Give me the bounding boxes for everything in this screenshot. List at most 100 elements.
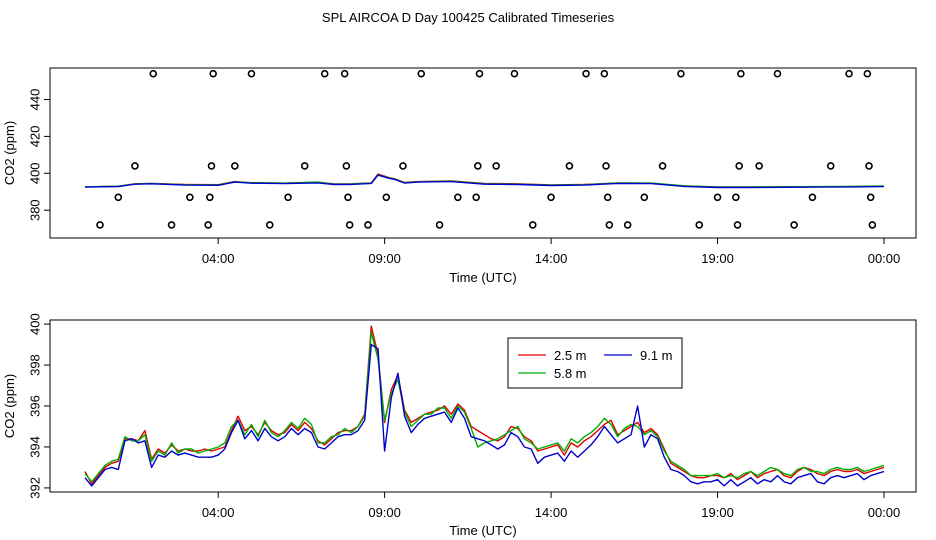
top-scatter-point	[600, 69, 609, 78]
legend: 2.5 m 5.8 m 9.1 m	[507, 337, 683, 389]
top-y-tick-label: 440	[27, 89, 42, 111]
top-scatter-point	[582, 69, 590, 78]
top-scatter-point	[472, 193, 480, 202]
top-scatter-point	[320, 69, 329, 78]
top-scatter-point	[399, 162, 407, 170]
top-x-tick-label: 00:00	[868, 251, 901, 266]
top-scatter-point	[790, 221, 798, 229]
top-y-tick-label: 420	[27, 126, 42, 148]
top-scatter-point	[364, 221, 372, 229]
top-scatter-point	[866, 193, 875, 202]
top-scatter-point	[284, 193, 292, 202]
top-scatter-point	[417, 69, 426, 78]
top-plot-frame	[49, 67, 917, 239]
bottom-series-group	[84, 325, 885, 487]
top-y-tick-label: 380	[27, 199, 42, 221]
top-scatter-point	[474, 162, 482, 170]
top-scatter-point	[863, 69, 872, 78]
legend-box	[507, 337, 683, 389]
top-scatter-point	[658, 162, 667, 170]
top-scatter-point	[773, 69, 782, 78]
top-scatter-point	[605, 221, 614, 229]
top-scatter-group	[96, 69, 877, 229]
top-scatter-point	[204, 221, 212, 229]
top-scatter-point	[510, 69, 519, 78]
top-scatter-point	[344, 193, 352, 202]
top-scatter-point	[149, 69, 158, 78]
bottom-x-tick-label: 04:00	[202, 505, 235, 520]
bottom-panel: 04:00 09:00 14:00 19:00 00:00 392 394 396 398 40…	[2, 313, 917, 538]
bottom-y-axis: 392 394 396 398 400	[27, 313, 50, 499]
bottom-x-axis: 04:00 09:00 14:00 19:00 00:00	[202, 492, 900, 520]
top-scatter-point	[826, 162, 835, 170]
top-scatter-point	[865, 162, 873, 170]
top-series-group	[84, 173, 885, 189]
top-scatter-point	[435, 221, 444, 229]
bottom-series-5.8m	[84, 331, 885, 483]
top-scatter-point	[340, 69, 349, 78]
top-scatter-point	[231, 162, 239, 170]
figure-title: SPL AIRCOA D Day 100425 Calibrated Times…	[322, 10, 615, 25]
top-scatter-point	[96, 221, 104, 229]
legend-label-5.8m: 5.8 m	[554, 366, 587, 381]
top-scatter-point	[677, 69, 685, 78]
bottom-y-tick-label: 398	[27, 354, 42, 376]
top-scatter-point	[603, 193, 612, 202]
top-scatter-point	[186, 193, 194, 202]
bottom-x-tick-label: 14:00	[535, 505, 568, 520]
top-scatter-point	[737, 69, 745, 78]
top-scatter-point	[206, 193, 214, 202]
top-scatter-point	[868, 221, 877, 229]
top-y-label: CO2 (ppm)	[2, 121, 17, 185]
top-scatter-point	[475, 69, 484, 78]
top-series-9.1m	[84, 174, 885, 189]
top-scatter-point	[265, 221, 274, 229]
top-y-tick-label: 400	[27, 162, 42, 184]
top-x-tick-label: 14:00	[535, 251, 568, 266]
top-scatter-point	[640, 193, 649, 202]
bottom-series-2.5m	[84, 325, 885, 485]
top-scatter-point	[695, 221, 704, 229]
top-x-label: Time (UTC)	[449, 270, 516, 285]
top-scatter-point	[602, 162, 610, 170]
bottom-x-tick-label: 00:00	[868, 505, 901, 520]
top-scatter-point	[167, 221, 176, 229]
bottom-x-tick-label: 09:00	[368, 505, 401, 520]
bottom-y-label: CO2 (ppm)	[2, 374, 17, 438]
top-x-axis: 04:00 09:00 14:00 19:00 00:00	[202, 238, 900, 266]
top-scatter-point	[845, 69, 853, 78]
bottom-y-tick-label: 396	[27, 395, 42, 417]
top-y-axis: 380 400 420 440	[27, 89, 50, 221]
top-scatter-point	[114, 193, 123, 202]
top-scatter-point	[207, 162, 216, 170]
legend-label-2.5m: 2.5 m	[554, 348, 587, 363]
top-scatter-point	[528, 221, 537, 229]
top-scatter-point	[342, 162, 351, 170]
top-scatter-point	[732, 193, 740, 202]
bottom-y-tick-label: 392	[27, 477, 42, 499]
top-x-tick-label: 19:00	[701, 251, 734, 266]
top-x-tick-label: 04:00	[202, 251, 235, 266]
top-scatter-point	[713, 193, 722, 202]
bottom-plot-frame	[49, 319, 917, 493]
bottom-y-tick-label: 394	[27, 436, 42, 458]
top-scatter-point	[492, 162, 500, 170]
bottom-x-tick-label: 19:00	[701, 505, 734, 520]
top-scatter-point	[300, 162, 309, 170]
top-scatter-point	[547, 193, 555, 202]
top-x-tick-label: 09:00	[368, 251, 401, 266]
top-scatter-point	[247, 69, 256, 78]
top-scatter-point	[131, 162, 139, 170]
bottom-x-label: Time (UTC)	[449, 523, 516, 538]
top-scatter-point	[382, 193, 391, 202]
top-scatter-point	[735, 162, 743, 170]
top-scatter-point	[454, 193, 462, 202]
top-panel: 04:00 09:00 14:00 19:00 00:00 380 400 420 440 T…	[2, 67, 917, 285]
bottom-series-9.1m	[84, 343, 885, 487]
top-scatter-point	[565, 162, 574, 170]
top-scatter-point	[345, 221, 354, 229]
bottom-y-tick-label: 400	[27, 313, 42, 335]
top-scatter-point	[733, 221, 742, 229]
top-scatter-point	[808, 193, 817, 202]
